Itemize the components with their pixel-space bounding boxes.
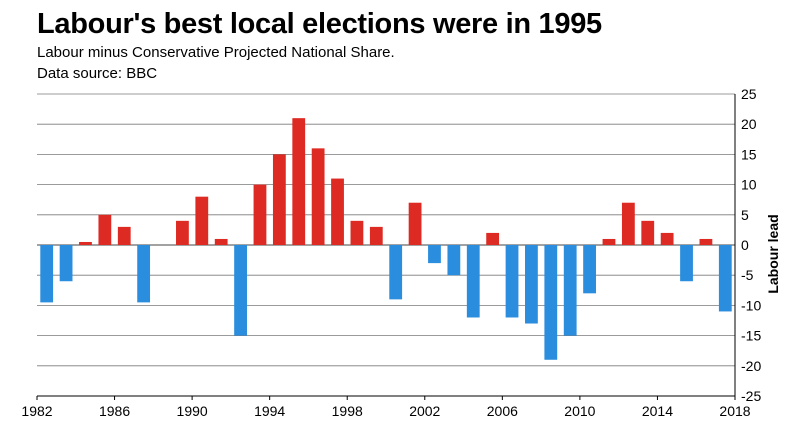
x-tick-label: 2014 <box>642 403 673 419</box>
bar-2017 <box>718 245 732 312</box>
x-tick-label: 2010 <box>564 403 595 419</box>
bar-2011 <box>602 238 616 245</box>
bar-2012 <box>621 202 635 245</box>
y-tick-label: 25 <box>741 86 757 102</box>
chart-subtitle: Labour minus Conservative Projected Nati… <box>37 44 395 61</box>
x-axis: 1982 1986 1990 1994 1998 2002 2006 2010 2014 2018 <box>21 395 751 419</box>
bar-2005 <box>486 232 500 245</box>
y-tick-label: -5 <box>741 267 754 283</box>
bar-2015 <box>680 245 693 282</box>
bar-1982 <box>40 245 54 303</box>
bar-2009 <box>563 245 577 336</box>
y-axis: 25 20 15 10 5 0 -5 -10 -15 -20 -25 <box>734 86 761 404</box>
bar-1998 <box>350 220 364 245</box>
x-tick-label: 1990 <box>177 403 208 419</box>
x-tick-label: 1994 <box>254 403 285 419</box>
bars <box>40 118 732 360</box>
data-source: Data source: BBC <box>37 65 158 82</box>
bar-1987 <box>137 245 151 303</box>
bar-1992 <box>234 245 247 336</box>
bar-2016 <box>699 238 713 245</box>
bar-2010 <box>583 245 596 294</box>
x-tick-label: 1998 <box>332 403 363 419</box>
bar-1983 <box>59 245 73 282</box>
y-tick-label: 10 <box>741 177 757 193</box>
y-tick-label: -10 <box>741 297 761 313</box>
y-tick-label: -25 <box>741 388 761 404</box>
bar-2014 <box>660 232 674 245</box>
y-tick-label: 15 <box>741 146 757 162</box>
bar-1990 <box>195 196 209 245</box>
bar-2007 <box>525 245 538 324</box>
bar-1984 <box>79 241 92 245</box>
bar-1997 <box>331 178 344 245</box>
x-tick-label: 2006 <box>487 403 518 419</box>
chart-title: Labour's best local elections were in 19… <box>37 8 602 40</box>
bar-2013 <box>641 220 655 245</box>
x-tick-label: 1986 <box>99 403 130 419</box>
bar-1986 <box>117 226 131 245</box>
x-tick-label: 2018 <box>719 403 750 419</box>
bar-2008 <box>544 245 558 360</box>
bar-2003 <box>447 245 461 276</box>
y-tick-label: 0 <box>741 237 749 253</box>
y-axis-label: Labour lead <box>765 214 781 293</box>
bar-1994 <box>272 154 286 245</box>
bar-1985 <box>98 214 112 245</box>
y-tick-label: -20 <box>741 358 761 374</box>
x-tick-label: 1982 <box>21 403 52 419</box>
bar-1989 <box>176 220 189 245</box>
bar-1993 <box>253 184 267 245</box>
x-tick-label: 2002 <box>409 403 440 419</box>
y-tick-label: 5 <box>741 207 749 223</box>
bar-1996 <box>311 148 325 245</box>
bar-2006 <box>505 245 519 318</box>
y-tick-label: 20 <box>741 116 757 132</box>
bar-1999 <box>369 226 383 245</box>
y-tick-label: -15 <box>741 328 761 344</box>
bar-2004 <box>466 245 480 318</box>
bar-2000 <box>389 245 403 300</box>
bar-2002 <box>428 245 441 264</box>
bar-1995 <box>292 118 306 245</box>
bar-2001 <box>408 202 422 245</box>
bar-1991 <box>214 238 228 245</box>
